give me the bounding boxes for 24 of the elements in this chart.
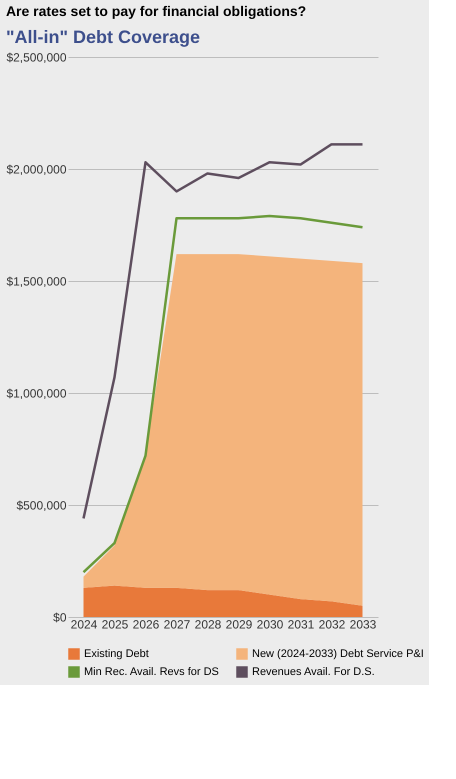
x-tick-label: 2031 (288, 618, 315, 632)
x-tick-label: 2024 (70, 618, 98, 632)
y-tick-label: $0 (53, 610, 67, 624)
y-tick-label: $1,500,000 (6, 274, 67, 288)
x-tick-label: 2025 (102, 618, 129, 632)
x-tick-label: 2033 (350, 618, 377, 632)
y-tick-label: $500,000 (16, 498, 67, 512)
legend-label: Existing Debt (84, 648, 149, 660)
line-series (82, 143, 364, 520)
chart-title: Are rates set to pay for financial obligations? (6, 3, 306, 19)
x-tick-label: 2030 (256, 618, 284, 632)
x-tick-label: 2028 (194, 618, 222, 632)
y-tick-label: $2,000,000 (6, 162, 67, 176)
x-tick-label: 2029 (226, 618, 253, 632)
x-tick-label: 2026 (132, 618, 160, 632)
line-series (82, 214, 364, 574)
x-tick-label: 2027 (164, 618, 191, 632)
legend-label: Revenues Avail. For D.S. (252, 666, 375, 678)
legend-label: New (2024-2033) Debt Service P&I (252, 648, 424, 660)
x-tick-label: 2032 (318, 618, 346, 632)
y-tick-label: $2,500,000 (6, 50, 67, 64)
y-tick-label: $1,000,000 (6, 386, 67, 400)
chart-subtitle: "All-in" Debt Coverage (6, 27, 200, 47)
legend-label: Min Rec. Avail. Revs for DS (84, 666, 219, 678)
